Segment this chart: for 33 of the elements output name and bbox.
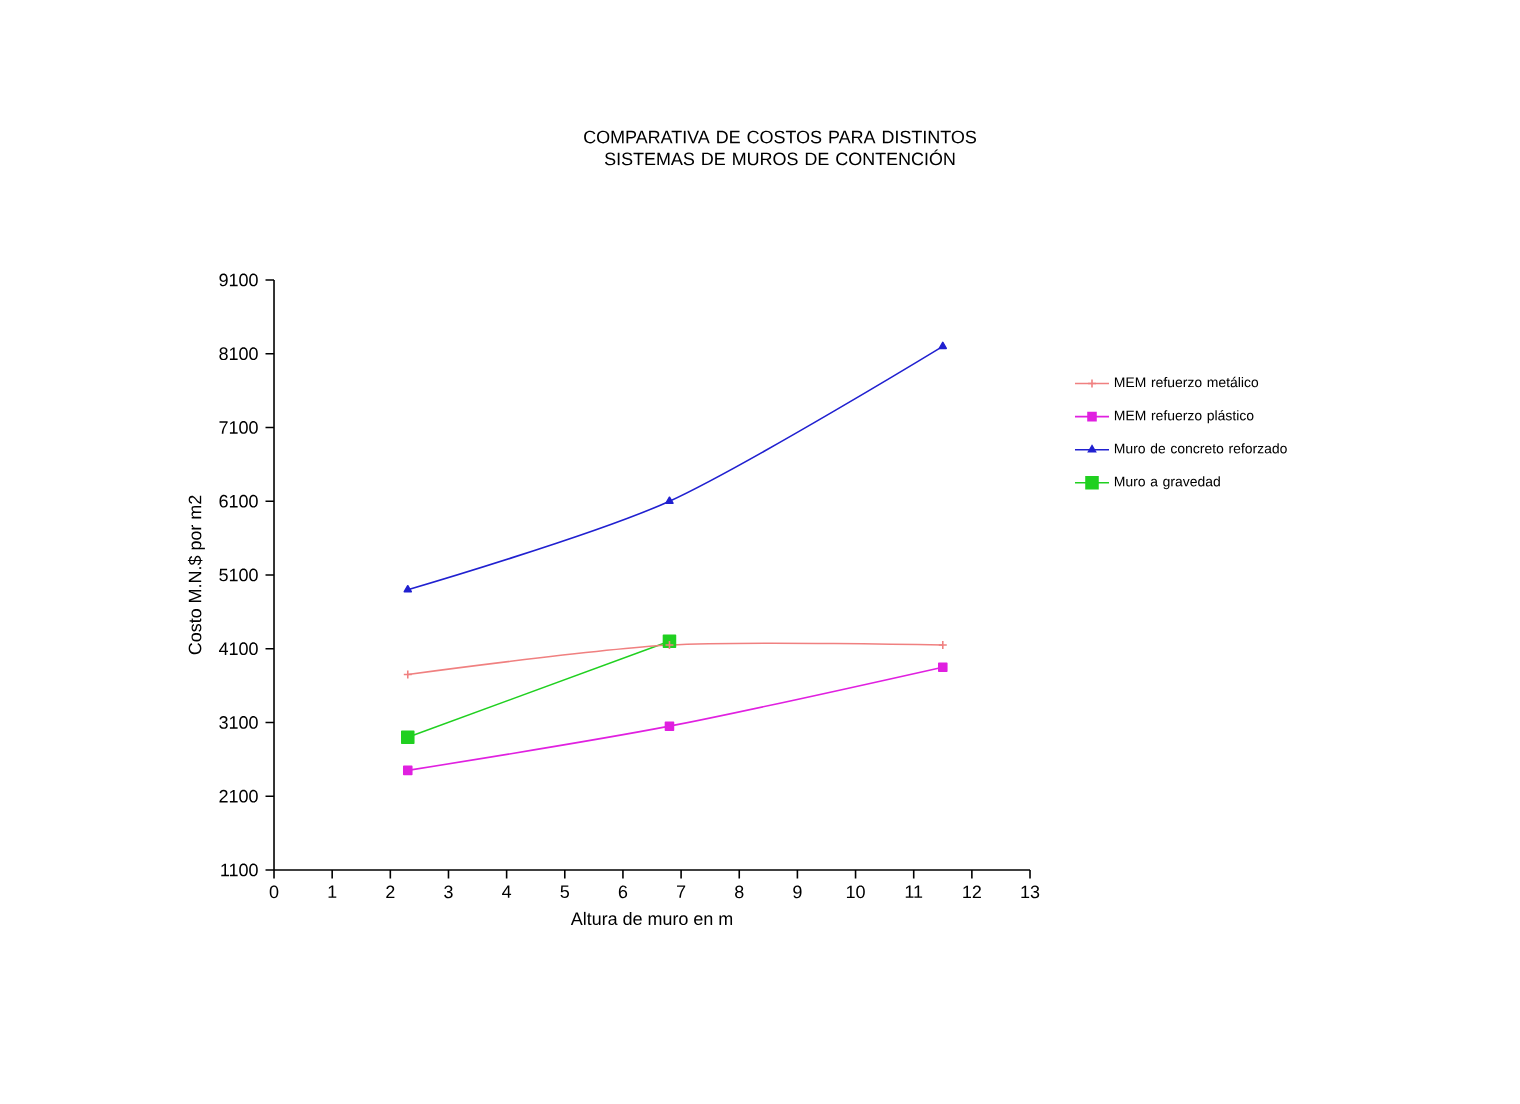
x-axis-title: Altura de muro en m xyxy=(570,911,733,926)
x-tick-label: 4 xyxy=(502,885,512,898)
point xyxy=(400,730,415,744)
y-tick-label: 3100 xyxy=(219,716,258,729)
x-tick-label: 6 xyxy=(618,885,628,899)
x-tick-label: 1 xyxy=(328,885,337,898)
x-tick-label: 12 xyxy=(963,885,981,899)
x-tick-label: 5 xyxy=(560,885,570,899)
y-tick-label: 9100 xyxy=(219,273,258,287)
x-tick-label: 10 xyxy=(846,885,865,899)
point xyxy=(403,584,413,593)
x-tick-label: 8 xyxy=(735,885,744,899)
x-tick-label: 13 xyxy=(1021,885,1040,899)
point xyxy=(664,721,675,731)
chart-title: COMPARATIVA DE COSTOS PARA DISTINTOS SISTEMAS DE MUROS DE CONTENCIÓN xyxy=(584,130,977,166)
y-tick-label: 2100 xyxy=(219,789,258,803)
x-tick-label: 7 xyxy=(677,885,686,898)
y-axis-title: Costo M.N.$ por m2 xyxy=(187,495,205,655)
point xyxy=(402,765,413,776)
x-tick-label: 2 xyxy=(386,885,395,899)
y-tick-label: 8100 xyxy=(219,347,258,361)
x-tick-label: 0 xyxy=(269,885,279,899)
y-tick-label: 7100 xyxy=(219,421,258,434)
point xyxy=(938,662,948,672)
x-tick-label: 9 xyxy=(793,885,802,899)
x-tick-label: 3 xyxy=(444,885,453,899)
x-tick-label: 11 xyxy=(905,885,923,898)
point xyxy=(665,496,674,505)
point xyxy=(938,341,948,350)
y-tick-label: 5100 xyxy=(219,568,258,582)
y-tick-label: 1100 xyxy=(221,863,258,877)
y-tick-label: 6100 xyxy=(219,494,258,508)
y-tick-label: 4100 xyxy=(218,642,258,656)
